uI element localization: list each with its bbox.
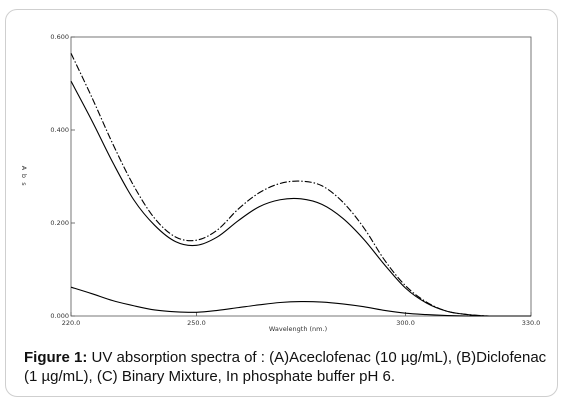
y-axis-title-letter: b <box>20 174 28 178</box>
caption-label: Figure 1: <box>24 349 88 366</box>
caption-text: UV absorption spectra of : (A)Aceclofena… <box>24 349 547 385</box>
y-tick-label: 0.200 <box>50 219 69 227</box>
x-tick-label: 330.0 <box>522 319 541 327</box>
x-axis-title: Wavelength (nm.) <box>269 325 327 333</box>
y-axis-title-letter: s <box>20 182 28 186</box>
y-axis-title: Abs <box>20 166 28 187</box>
figure-frame <box>5 9 558 397</box>
x-tick-label: 300.0 <box>396 319 415 327</box>
x-tick-label: 220.0 <box>62 319 81 327</box>
series-layer <box>70 53 531 317</box>
y-tick-label: 0.400 <box>50 126 69 134</box>
spectrum-line-2 <box>70 80 531 317</box>
figure-caption: Figure 1: UV absorption spectra of : (A)… <box>24 348 554 386</box>
y-tick-label: 0.000 <box>50 312 69 320</box>
y-axis-title-letter: A <box>20 166 28 171</box>
y-tick-label: 0.600 <box>50 33 69 41</box>
x-tick-label: 250.0 <box>187 319 206 327</box>
plot-area <box>70 36 532 317</box>
spectrum-line-3 <box>70 286 531 317</box>
y-axis-ticks: 0.000 0.200 0.400 0.600 <box>50 33 75 320</box>
